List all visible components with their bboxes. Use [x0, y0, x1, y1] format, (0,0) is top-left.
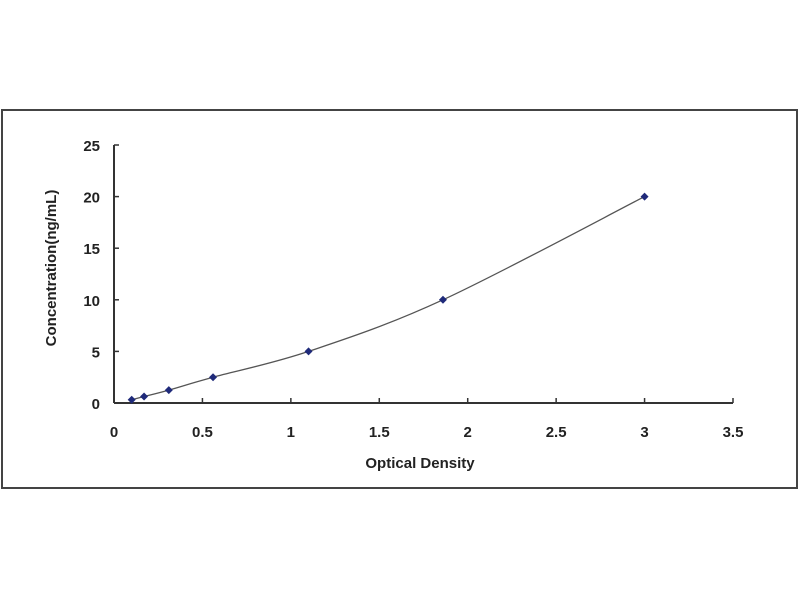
- data-point: [209, 373, 218, 382]
- fit-curve: [131, 196, 645, 401]
- y-tick-label: 10: [83, 293, 100, 310]
- data-point: [304, 347, 313, 356]
- x-tick-label: 0.5: [192, 424, 213, 441]
- data-point: [640, 192, 649, 201]
- data-point: [127, 395, 136, 404]
- y-tick-label: 20: [83, 190, 100, 207]
- data-point: [164, 386, 173, 395]
- y-tick-label: 15: [83, 241, 100, 258]
- x-tick-label: 1.5: [369, 424, 390, 441]
- x-tick-label: 0: [110, 424, 118, 441]
- x-tick-label: 2: [464, 424, 472, 441]
- x-tick-label: 2.5: [546, 424, 567, 441]
- chart-frame: [1, 109, 798, 489]
- y-tick-label: 25: [83, 138, 100, 155]
- x-tick-label: 3.5: [723, 424, 744, 441]
- y-axis-label: Concentration(ng/mL): [43, 190, 60, 347]
- y-tick-label: 5: [92, 344, 100, 361]
- y-tick-label: 0: [92, 396, 100, 413]
- data-point: [438, 295, 447, 304]
- data-point: [140, 392, 149, 401]
- x-axis-label: Optical Density: [365, 455, 475, 472]
- x-tick-label: 1: [287, 424, 295, 441]
- x-tick-label: 3: [640, 424, 648, 441]
